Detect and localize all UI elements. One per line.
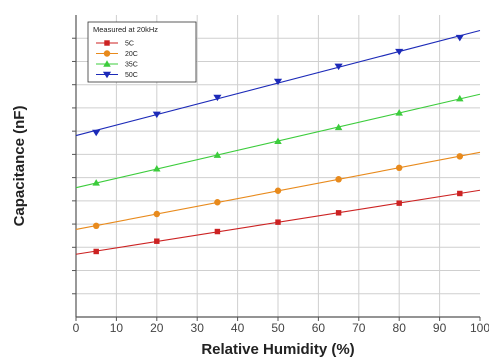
data-point-20c [214, 199, 221, 206]
x-tick-label: 0 [73, 321, 80, 335]
data-point-50c [334, 63, 343, 71]
data-point-5c [154, 238, 160, 244]
data-point-50c [92, 129, 101, 137]
legend-marker [104, 40, 110, 46]
legend-title: Measured at 20kHz [93, 25, 158, 34]
legend-label: 35C [125, 62, 138, 69]
x-axis-title: Relative Humidity (%) [201, 341, 354, 358]
data-point-50c [213, 94, 222, 102]
data-point-35c [153, 164, 161, 172]
data-point-5c [93, 248, 99, 255]
data-point-35c [456, 94, 464, 102]
data-point-5c [396, 200, 402, 206]
data-point-35c [334, 123, 343, 131]
x-tick-label: 50 [271, 321, 285, 335]
x-tick-label: 10 [110, 321, 124, 335]
x-tick-label: 40 [231, 321, 245, 335]
data-point-20c [335, 176, 342, 183]
legend: Measured at 20kHz 5C 20C 35C 50C [87, 21, 197, 83]
legend-marker [102, 71, 112, 79]
x-tick-label: 30 [191, 321, 205, 335]
x-tick-label: 60 [312, 321, 326, 335]
legend-label: 50C [125, 72, 138, 79]
data-point-20c [274, 187, 282, 194]
data-point-5c [214, 228, 221, 235]
data-point-35c [213, 151, 222, 158]
data-point-50c [273, 78, 283, 86]
legend-label: 5C [125, 41, 134, 48]
series-group [75, 29, 481, 255]
data-point-5c [457, 190, 463, 197]
grid [76, 15, 480, 317]
x-tick-label: 70 [352, 321, 366, 335]
legend-marker [103, 60, 111, 67]
data-point-50c [152, 111, 161, 119]
data-point-5c [335, 210, 342, 216]
x-tick-label: 90 [433, 321, 447, 335]
data-point-20c [92, 222, 100, 230]
legend-label: 20C [125, 51, 138, 58]
legend-marker [103, 50, 111, 57]
data-point-35c [274, 137, 282, 144]
y-axis-title: Capacitance (nF) [11, 106, 28, 227]
axes: 0 10 20 30 40 50 60 70 80 90 100 [72, 15, 489, 335]
x-tick-label: 80 [393, 321, 407, 335]
data-point-20c [153, 210, 161, 218]
x-tick-label: 20 [150, 321, 164, 335]
data-point-50c [395, 48, 404, 56]
data-point-35c [92, 179, 100, 186]
data-point-35c [395, 109, 403, 116]
data-point-50c [455, 34, 464, 42]
x-tick-label: 100 [470, 321, 489, 335]
data-point-20c [395, 164, 403, 172]
data-point-20c [456, 153, 464, 160]
data-point-5c [275, 219, 281, 225]
